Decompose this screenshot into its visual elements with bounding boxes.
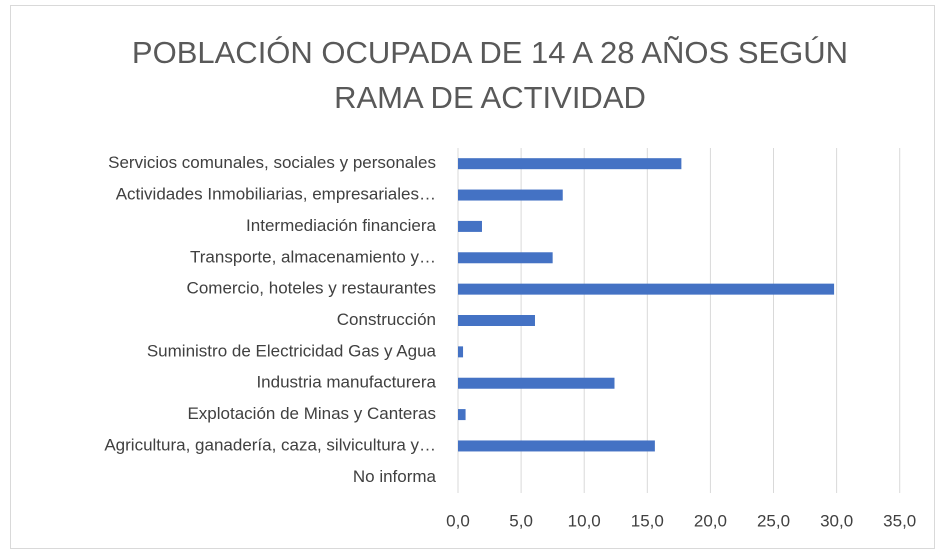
y-tick-label: Agricultura, ganadería, caza, silvicultu…	[104, 435, 436, 454]
chart-title: POBLACIÓN OCUPADA DE 14 A 28 AÑOS SEGÚN …	[131, 35, 849, 115]
y-tick-label: Explotación de Minas y Canteras	[187, 404, 436, 423]
x-tick-label: 35,0	[883, 511, 916, 530]
y-tick-label: Transporte, almacenamiento y…	[190, 247, 436, 266]
bar	[458, 377, 615, 389]
x-tick-label: 20,0	[694, 511, 727, 530]
x-tick-label: 30,0	[820, 511, 853, 530]
bar	[458, 158, 682, 170]
y-tick-label: No informa	[353, 467, 437, 486]
y-tick-label: Intermediación financiera	[246, 216, 436, 235]
bar	[458, 252, 553, 264]
y-tick-label: Construcción	[337, 310, 436, 329]
y-tick-label: Actividades Inmobiliarias, empresariales…	[116, 185, 436, 204]
x-tick-label: 25,0	[757, 511, 790, 530]
y-tick-label: Comercio, hoteles y restaurantes	[187, 279, 436, 298]
bar	[458, 346, 464, 358]
y-tick-label: Suministro de Electricidad Gas y Agua	[147, 341, 437, 360]
bar	[458, 220, 482, 232]
x-tick-label: 15,0	[631, 511, 664, 530]
bar	[458, 440, 655, 452]
x-tick-label: 10,0	[568, 511, 601, 530]
chart-border	[10, 5, 935, 549]
x-tick-label: 5,0	[509, 511, 533, 530]
bar	[458, 315, 535, 326]
x-tick-label: 0,0	[446, 511, 470, 530]
y-tick-label: Industria manufacturera	[256, 373, 436, 392]
bar	[458, 189, 563, 201]
bar	[458, 409, 466, 421]
y-tick-label: Servicios comunales, sociales y personal…	[108, 153, 436, 172]
bar	[458, 283, 835, 295]
